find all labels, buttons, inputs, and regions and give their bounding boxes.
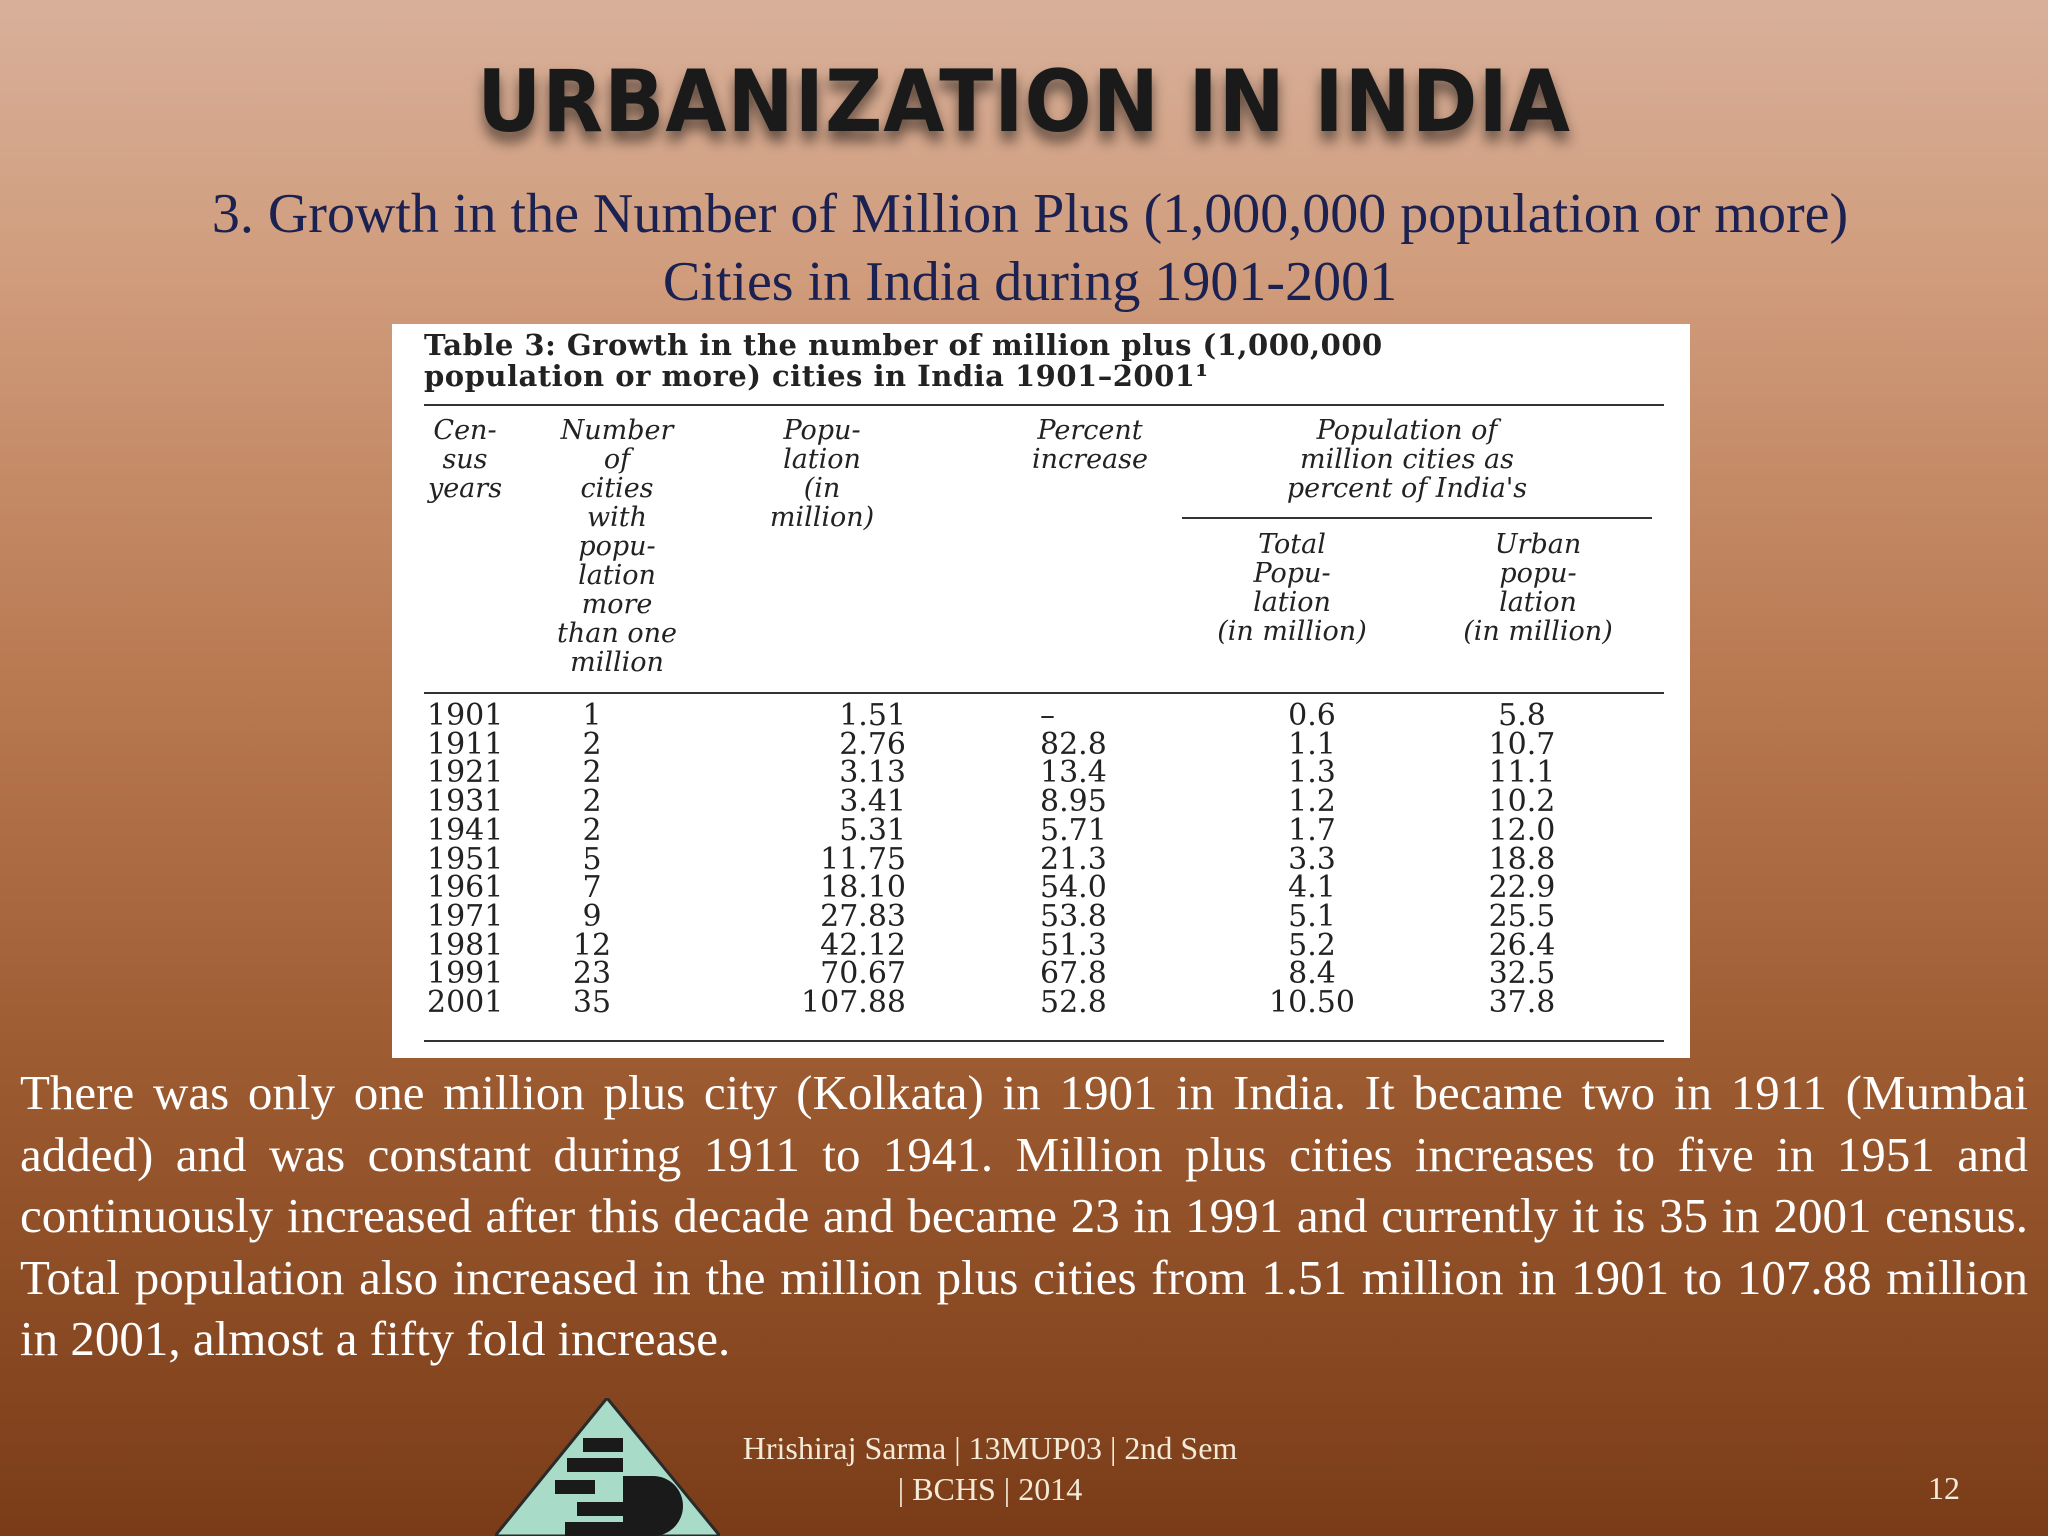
header-number-of-cities: Number of cities with popu- lation more …	[557, 415, 677, 678]
slide-title: URBANIZATION IN INDIA	[477, 52, 1571, 152]
table-caption: Table 3: Growth in the number of million…	[424, 330, 1664, 392]
column-census-years: 1901 1911 1921 1931 1941 1951 1961 1971 …	[427, 698, 504, 1021]
footer-credit-line-1: Hrishiraj Sarma | 13MUP03 | 2nd Sem	[742, 1430, 1238, 1466]
footer-credit-line-2: | BCHS | 2014	[897, 1471, 1083, 1507]
table-caption-line-1: Table 3: Growth in the number of million…	[424, 328, 1383, 362]
table-top-rule	[424, 404, 1664, 406]
column-percent-increase: – 82.8 13.4 8.95 5.71 21.3 54.0 53.8 51.…	[1040, 698, 1107, 1021]
header-group-rule	[1182, 517, 1652, 519]
page-number: 12	[1928, 1470, 1960, 1506]
table-bottom-rule	[424, 1040, 1664, 1042]
header-census-years: Cen- sus years	[427, 415, 503, 504]
header-percent-increase: Percent increase	[1032, 415, 1148, 475]
table-caption-line-2: population or more) cities in India 1901…	[424, 359, 1209, 393]
slide-subtitle: 3. Growth in the Number of Million Plus …	[90, 180, 1970, 316]
header-population-share-group: Population of million cities as percent …	[1286, 415, 1528, 504]
subtitle-line-2: Cities in India during 1901-2001	[662, 251, 1398, 313]
column-number-of-cities: 1 2 2 2 2 5 7 9 12 23 35	[572, 698, 612, 1021]
table-header-rule	[424, 692, 1664, 694]
column-total-population: 0.6 1.1 1.3 1.2 1.7 3.3 4.1 5.1 5.2 8.4 …	[1269, 698, 1355, 1021]
header-total-population: Total Popu- lation (in million)	[1217, 529, 1367, 647]
slide-body-text: There was only one million plus city (Ko…	[20, 1065, 2028, 1366]
subtitle-line-1: 3. Growth in the Number of Million Plus …	[211, 183, 1849, 245]
table-image: Table 3: Growth in the number of million…	[392, 324, 1690, 1058]
header-urban-population: Urban popu- lation (in million)	[1463, 529, 1613, 647]
footer-credit: Hrishiraj Sarma | 13MUP03 | 2nd Sem | BC…	[700, 1428, 1280, 1510]
column-urban-population: 5.8 10.7 11.1 10.2 12.0 18.8 22.9 25.5 2…	[1488, 698, 1556, 1021]
header-population: Popu- lation (in million)	[769, 415, 875, 533]
college-logo	[495, 1398, 720, 1536]
column-population: 1.51 2.76 3.13 3.41 5.31 11.75 18.10 27.…	[801, 698, 906, 1021]
